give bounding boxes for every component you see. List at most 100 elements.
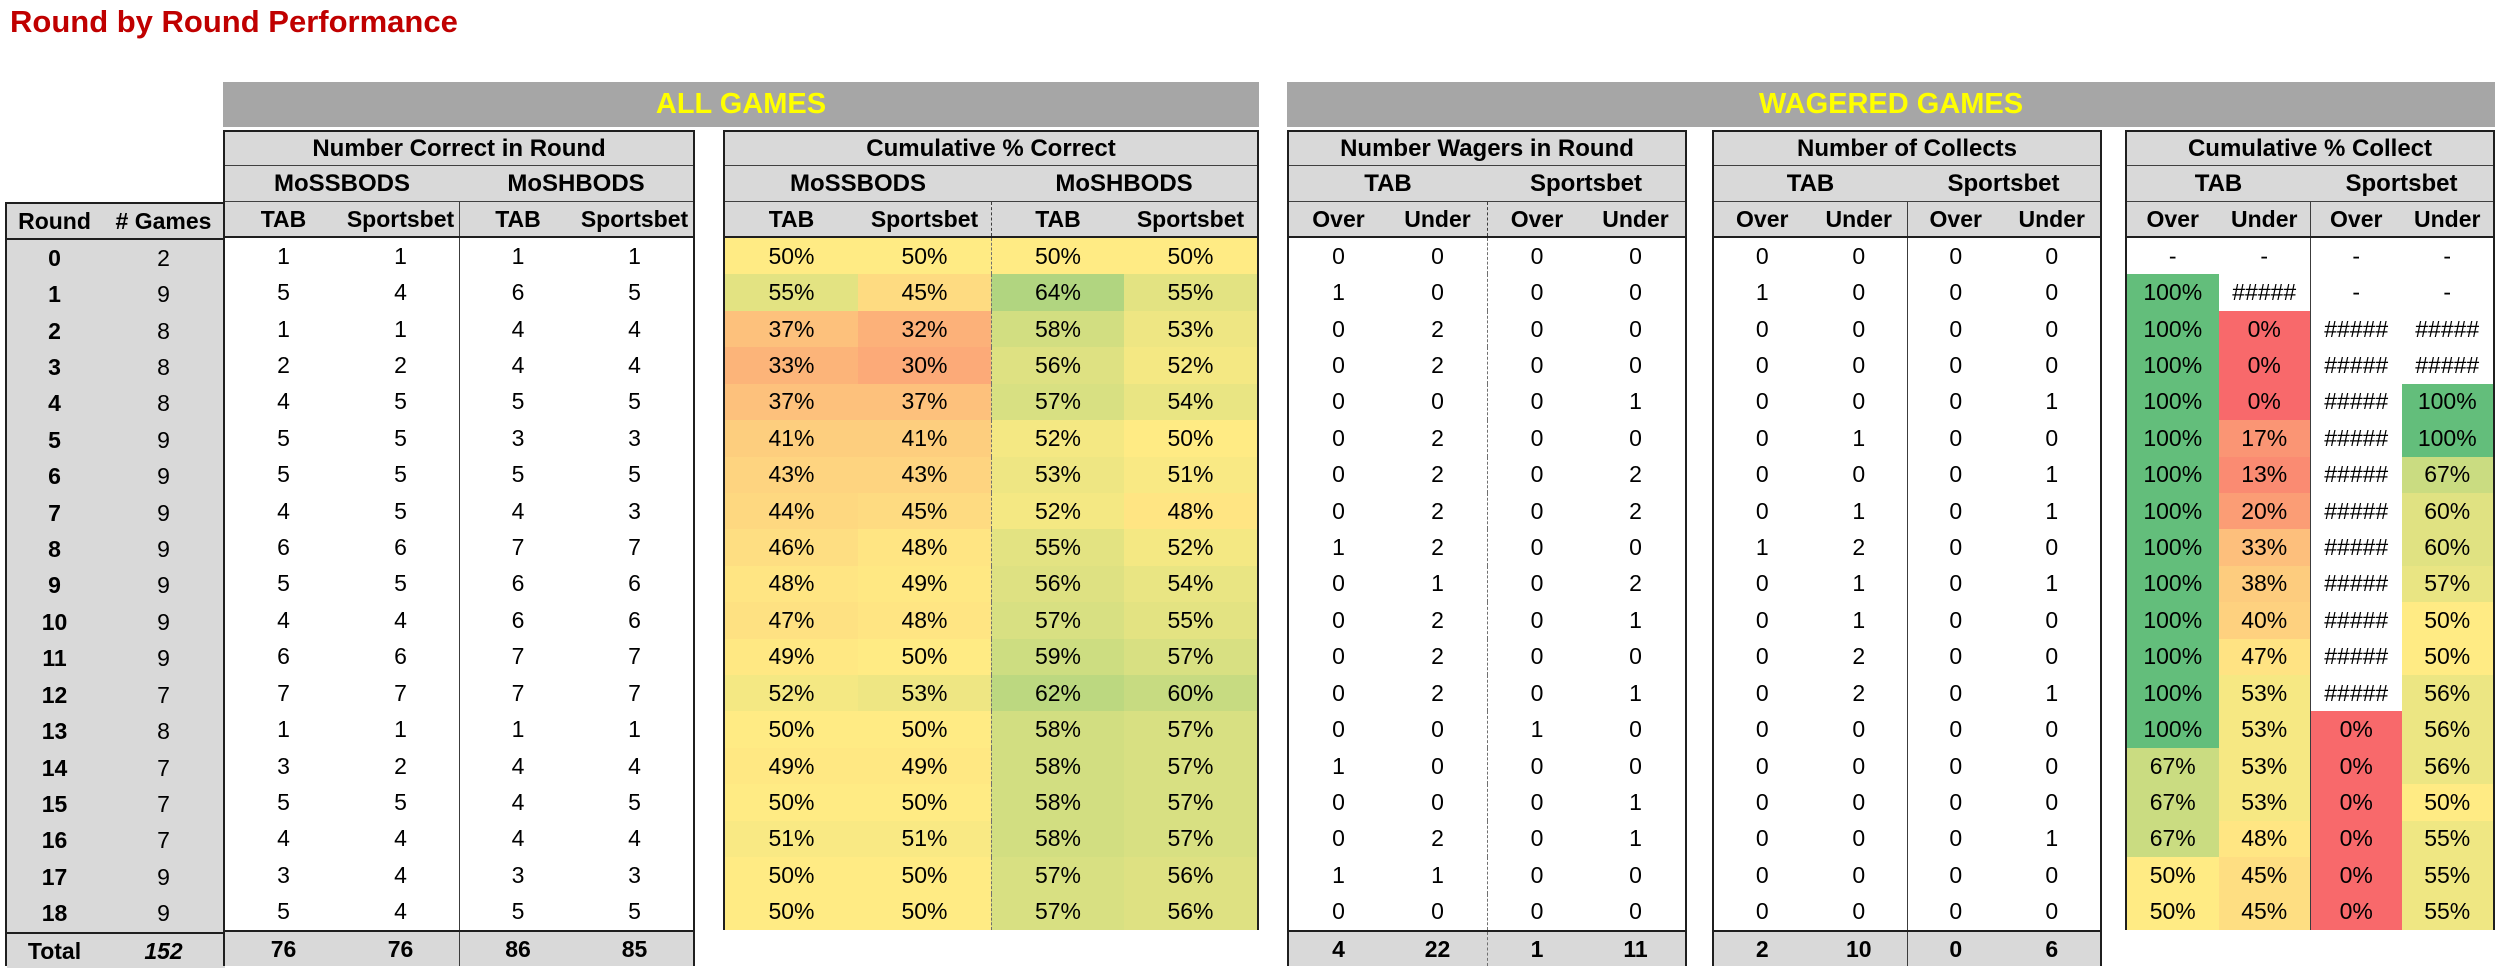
table-row: ---- <box>2127 238 2493 275</box>
data-cell: 1 <box>1332 279 1345 306</box>
data-cell: 0 <box>1907 492 2004 530</box>
data-cell: 1 <box>1332 534 1345 561</box>
table-row: 52% 53% 62% 60% <box>725 675 1257 712</box>
data-cell: 5 <box>277 279 290 306</box>
wagered-games-band: WAGERED GAMES <box>1287 82 2495 127</box>
table-row: 0 2 0 1 <box>1289 602 1685 639</box>
total-cell: 4 <box>1332 935 1345 962</box>
table-row: 49% 49% 58% 57% <box>725 747 1257 785</box>
data-cell: 41% <box>858 420 991 457</box>
data-cell: 48% <box>725 565 858 603</box>
data-cell: 1 <box>1629 825 1642 852</box>
data-cell: 49% <box>858 565 991 603</box>
data-cell: 55% <box>1124 602 1257 639</box>
games-cell: 9 <box>102 276 225 313</box>
table-row: 0 0 0 1 <box>1289 784 1685 821</box>
data-cell: 54% <box>1124 565 1257 603</box>
table-row: 0 0 0 0 <box>1289 238 1685 275</box>
data-cell: 46% <box>725 529 858 566</box>
data-cell: 20% <box>2218 492 2310 530</box>
data-cell: 0 <box>1629 898 1642 925</box>
data-cell: 0 <box>1755 679 1769 706</box>
group-header-tab: TAB <box>1786 169 1835 197</box>
data-cell: 0 <box>1852 789 1866 816</box>
data-cell: 0 <box>1907 893 2004 930</box>
data-cell: 5 <box>394 424 407 451</box>
data-cell: 50% <box>2127 857 2219 894</box>
data-cell: 0 <box>1755 606 1769 633</box>
table-row: 50% 50% 57% 56% <box>725 893 1257 930</box>
subheader-over: Over <box>1736 205 1789 232</box>
data-cell: 5 <box>628 279 641 306</box>
table-row: 10 9 <box>7 604 225 641</box>
data-cell: 6 <box>628 570 641 597</box>
table-row: 100% 13% ##### 67% <box>2127 456 2493 493</box>
data-cell: 55% <box>1124 274 1257 311</box>
all-games-band: ALL GAMES <box>223 82 1259 127</box>
total-row: Total 152 <box>7 932 225 968</box>
data-cell: 0 <box>1755 461 1769 488</box>
data-cell: 0 <box>1332 351 1345 378</box>
table-row: 1 2 0 0 <box>1714 529 2100 566</box>
data-cell: 0 <box>1852 861 1866 888</box>
round-cell: 9 <box>7 567 102 605</box>
table-row: 2 2 4 4 <box>225 347 693 384</box>
data-cell: 2 <box>394 351 407 378</box>
table-row: 50% 50% 58% 57% <box>725 784 1257 821</box>
data-cell: 6 <box>459 565 576 603</box>
data-cell: 51% <box>858 820 991 858</box>
games-cell: 8 <box>102 349 225 386</box>
data-cell: 4 <box>459 492 576 530</box>
table-row: 1 1 4 4 <box>225 310 693 348</box>
table-row: 100% 33% ##### 60% <box>2127 529 2493 566</box>
table-row: 0 2 0 2 <box>1289 456 1685 493</box>
table-row: 100% 0% ##### 100% <box>2127 383 2493 421</box>
table-row: 3 4 3 3 <box>225 857 693 894</box>
data-cell: 5 <box>628 789 641 816</box>
subheader-over: Over <box>1487 202 1586 236</box>
data-cell: 33% <box>725 347 858 384</box>
data-cell: 4 <box>459 747 576 785</box>
data-cell: 0 <box>1629 242 1642 269</box>
data-cell: 0 <box>1487 638 1586 676</box>
data-cell: 7 <box>628 534 641 561</box>
data-cell: - <box>2168 242 2177 269</box>
data-cell: 0 <box>1332 898 1345 925</box>
data-cell: 50% <box>858 893 991 930</box>
table-row: 37% 37% 57% 54% <box>725 383 1257 421</box>
data-cell: 1 <box>1431 861 1444 888</box>
data-cell: 3 <box>628 861 641 888</box>
data-cell: 0 <box>1755 789 1769 816</box>
data-cell: 56% <box>2401 747 2493 785</box>
subheader-sportsbet: Sportsbet <box>346 205 455 232</box>
data-cell: 100% <box>2127 602 2219 639</box>
data-cell: 2 <box>394 752 407 779</box>
data-cell: 4 <box>628 752 641 779</box>
subheader-over: Over <box>2146 205 2199 232</box>
data-cell: ##### <box>2310 310 2402 348</box>
data-cell: 0 <box>1431 898 1444 925</box>
data-cell: 0 <box>1852 315 1866 342</box>
table-row: 48% 49% 56% 54% <box>725 565 1257 603</box>
data-cell: 57% <box>1124 820 1257 858</box>
data-cell: 67% <box>2127 784 2219 821</box>
table-row: 44% 45% 52% 48% <box>725 492 1257 530</box>
games-cell: 9 <box>102 422 225 459</box>
data-cell: 0 <box>1431 388 1444 415</box>
total-label: Total <box>27 937 82 964</box>
data-cell: 1 <box>2045 461 2059 488</box>
data-cell: 0% <box>2310 747 2402 785</box>
table-row: 67% 48% 0% 55% <box>2127 820 2493 858</box>
data-cell: 5 <box>277 789 290 816</box>
total-cell: 6 <box>2045 935 2059 962</box>
subheader-tab: TAB <box>260 205 307 232</box>
round-games-rows: 0 2 1 9 2 8 3 8 4 8 5 9 6 9 7 9 8 9 9 9 10 9 11 9 12 7 13 8 14 7 15 7 16… <box>7 240 225 932</box>
data-cell: 0 <box>1755 716 1769 743</box>
total-cell: 11 <box>1623 935 1648 962</box>
table-row: 16 7 <box>7 822 225 860</box>
group-header-sportsbet: Sportsbet <box>1529 169 1642 197</box>
data-cell: 0 <box>1629 279 1642 306</box>
data-cell: 0 <box>1487 347 1586 384</box>
data-cell: 0 <box>1487 420 1586 457</box>
data-cell: 55% <box>2401 820 2493 858</box>
